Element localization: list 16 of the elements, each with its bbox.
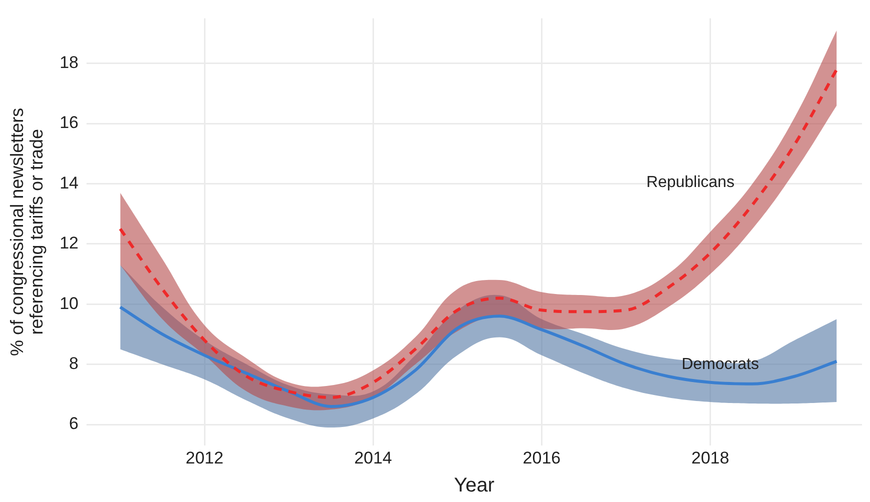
y-tick-label: 16 <box>60 113 79 132</box>
y-tick-label: 8 <box>69 354 79 374</box>
x-tick-label: 2016 <box>522 448 561 468</box>
y-tick-label: 6 <box>69 414 79 434</box>
series-label: Democrats <box>682 356 759 373</box>
line-series <box>118 306 838 408</box>
series-label: Republicans <box>646 174 734 192</box>
y-tick-label: 18 <box>60 53 79 72</box>
y-axis-title: % of congressional newsletters referencing tariffs or trade <box>6 108 47 356</box>
x-tick-label: 2014 <box>354 448 392 468</box>
x-axis-title: Year <box>454 474 495 497</box>
x-tick-label: 2018 <box>691 448 730 468</box>
y-tick-label: 12 <box>60 234 79 253</box>
x-tick-label: 2012 <box>186 448 224 468</box>
y-tick-label: 14 <box>60 173 79 192</box>
y-tick-label: 10 <box>60 294 79 313</box>
